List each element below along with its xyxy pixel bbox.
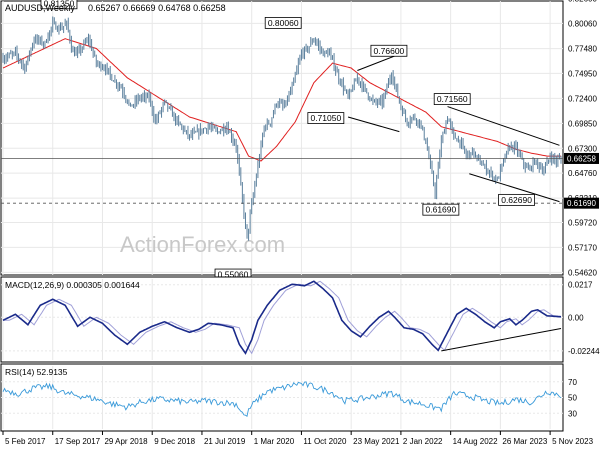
rsi-y-tick-label: 30	[568, 409, 577, 418]
price-y-tick-label: 0.64760	[568, 169, 597, 178]
x-tick-label: 26 Mar 2023	[502, 437, 547, 446]
macd-y-tick-label: -0.022445	[568, 347, 600, 356]
rsi-y-tick-label: 70	[568, 378, 577, 387]
price-candles	[2, 16, 562, 241]
rsi-line	[2, 381, 562, 417]
price-y-tick-label: 0.67300	[568, 144, 597, 153]
price-label-box	[264, 17, 302, 29]
x-tick-label: 29 Apr 2018	[104, 437, 148, 446]
price-label: 0.62690	[501, 195, 532, 205]
x-tick-label: 11 Oct 2020	[303, 437, 347, 446]
rsi-panel: 70 50 30 RSI(14) 52.9135	[0, 363, 577, 432]
macd-trendline	[441, 328, 562, 352]
price-label: 0.76600	[374, 46, 405, 56]
x-tick-label: 14 Aug 2022	[453, 437, 498, 446]
macd-line	[2, 280, 562, 355]
price-y-tick-label: 0.57170	[568, 243, 597, 252]
macd-y-axis: 0.0217 0.00 -0.022445	[568, 281, 600, 356]
price-label-box	[40, 0, 78, 10]
price-label-box	[498, 193, 535, 206]
trendline	[447, 106, 560, 146]
x-tick-label: 21 Jul 2019	[204, 437, 246, 446]
rsi-y-axis: 70 50 30	[568, 378, 577, 419]
macd-panel: 0.0217 0.00 -0.022445 MACD(12,26,9) 0.0003…	[0, 276, 600, 363]
price-mark-box	[564, 197, 599, 209]
moving-average	[2, 38, 561, 162]
price-label-box	[307, 112, 345, 124]
macd-lines	[2, 280, 562, 355]
price-label: 0.71560	[437, 94, 468, 104]
chart-header-symbol: AUDUSD,Weekly	[5, 3, 75, 13]
price-plot-bg	[0, 0, 564, 276]
x-tick-label: 2 Jan 2022	[403, 437, 443, 446]
chart-header-ohlc: 0.65267 0.66669 0.64768 0.66258	[88, 3, 226, 13]
price-y-tick-label: 0.59720	[568, 218, 597, 227]
price-grid	[1, 1, 563, 275]
price-label: 0.81350	[44, 0, 75, 8]
x-tick-label: 1 Mar 2020	[254, 437, 295, 446]
x-tick-label: 5 Feb 2017	[5, 437, 46, 446]
price-trendlines	[1, 54, 563, 204]
x-tick-label: 17 Sep 2017	[55, 437, 101, 446]
price-label: 0.71050	[310, 113, 341, 123]
x-axis: 5 Feb 2017 17 Sep 2017 29 Apr 2018 9 Dec 20…	[2, 431, 594, 446]
x-tick-label: 5 Nov 2023	[552, 437, 593, 446]
price-label-box	[370, 44, 408, 57]
rsi-grid	[1, 366, 563, 429]
macd-y-tick-label: 0.0217	[568, 281, 593, 290]
price-y-tick-label: 0.72400	[568, 94, 597, 103]
macd-signal-line	[3, 280, 562, 355]
price-mark-box	[564, 152, 599, 164]
price-mark-label: 0.61690	[567, 199, 596, 208]
price-y-tick-label: 0.54620	[568, 268, 597, 277]
price-y-tick-label: 0.77480	[568, 45, 597, 54]
price-label: 0.80060	[268, 18, 299, 28]
x-tick-label: 23 May 2021	[353, 437, 400, 446]
price-label-box	[422, 203, 460, 216]
price-label-box	[433, 93, 471, 105]
price-y-tick-label: 0.74950	[568, 69, 597, 78]
price-y-tick-label: 0.80060	[568, 19, 597, 28]
rsi-y-tick-label: 50	[568, 394, 577, 403]
price-y-tick-label: 0.82600	[568, 0, 597, 4]
macd-y-tick-label: 0.00	[568, 313, 584, 322]
price-label: 0.55060	[218, 270, 249, 280]
price-panel: ActionForex.com 0.81350 0.80060 0.76600 0.7…	[0, 0, 599, 281]
price-annotations: 0.81350 0.80060 0.76600 0.71050 0.71560 0.626…	[40, 0, 535, 281]
x-tick-label: 9 Dec 2018	[154, 437, 195, 446]
watermark: ActionForex.com	[120, 232, 285, 257]
macd-grid	[1, 279, 563, 360]
ma-line	[2, 38, 561, 162]
price-label: 0.61690	[426, 205, 457, 215]
macd-title: MACD(12,26,9) 0.000305 0.001644	[5, 280, 140, 290]
price-y-axis: 0.82600 0.80060 0.77480 0.74950 0.72400 0.698…	[564, 0, 599, 277]
trendline	[347, 116, 400, 133]
trendline	[357, 54, 398, 71]
price-mark-label: 0.66258	[567, 154, 596, 163]
rsi-line	[2, 381, 562, 417]
price-y-tick-label: 0.69850	[568, 119, 597, 128]
trendline	[469, 173, 560, 203]
rsi-title: RSI(14) 52.9135	[5, 367, 68, 377]
